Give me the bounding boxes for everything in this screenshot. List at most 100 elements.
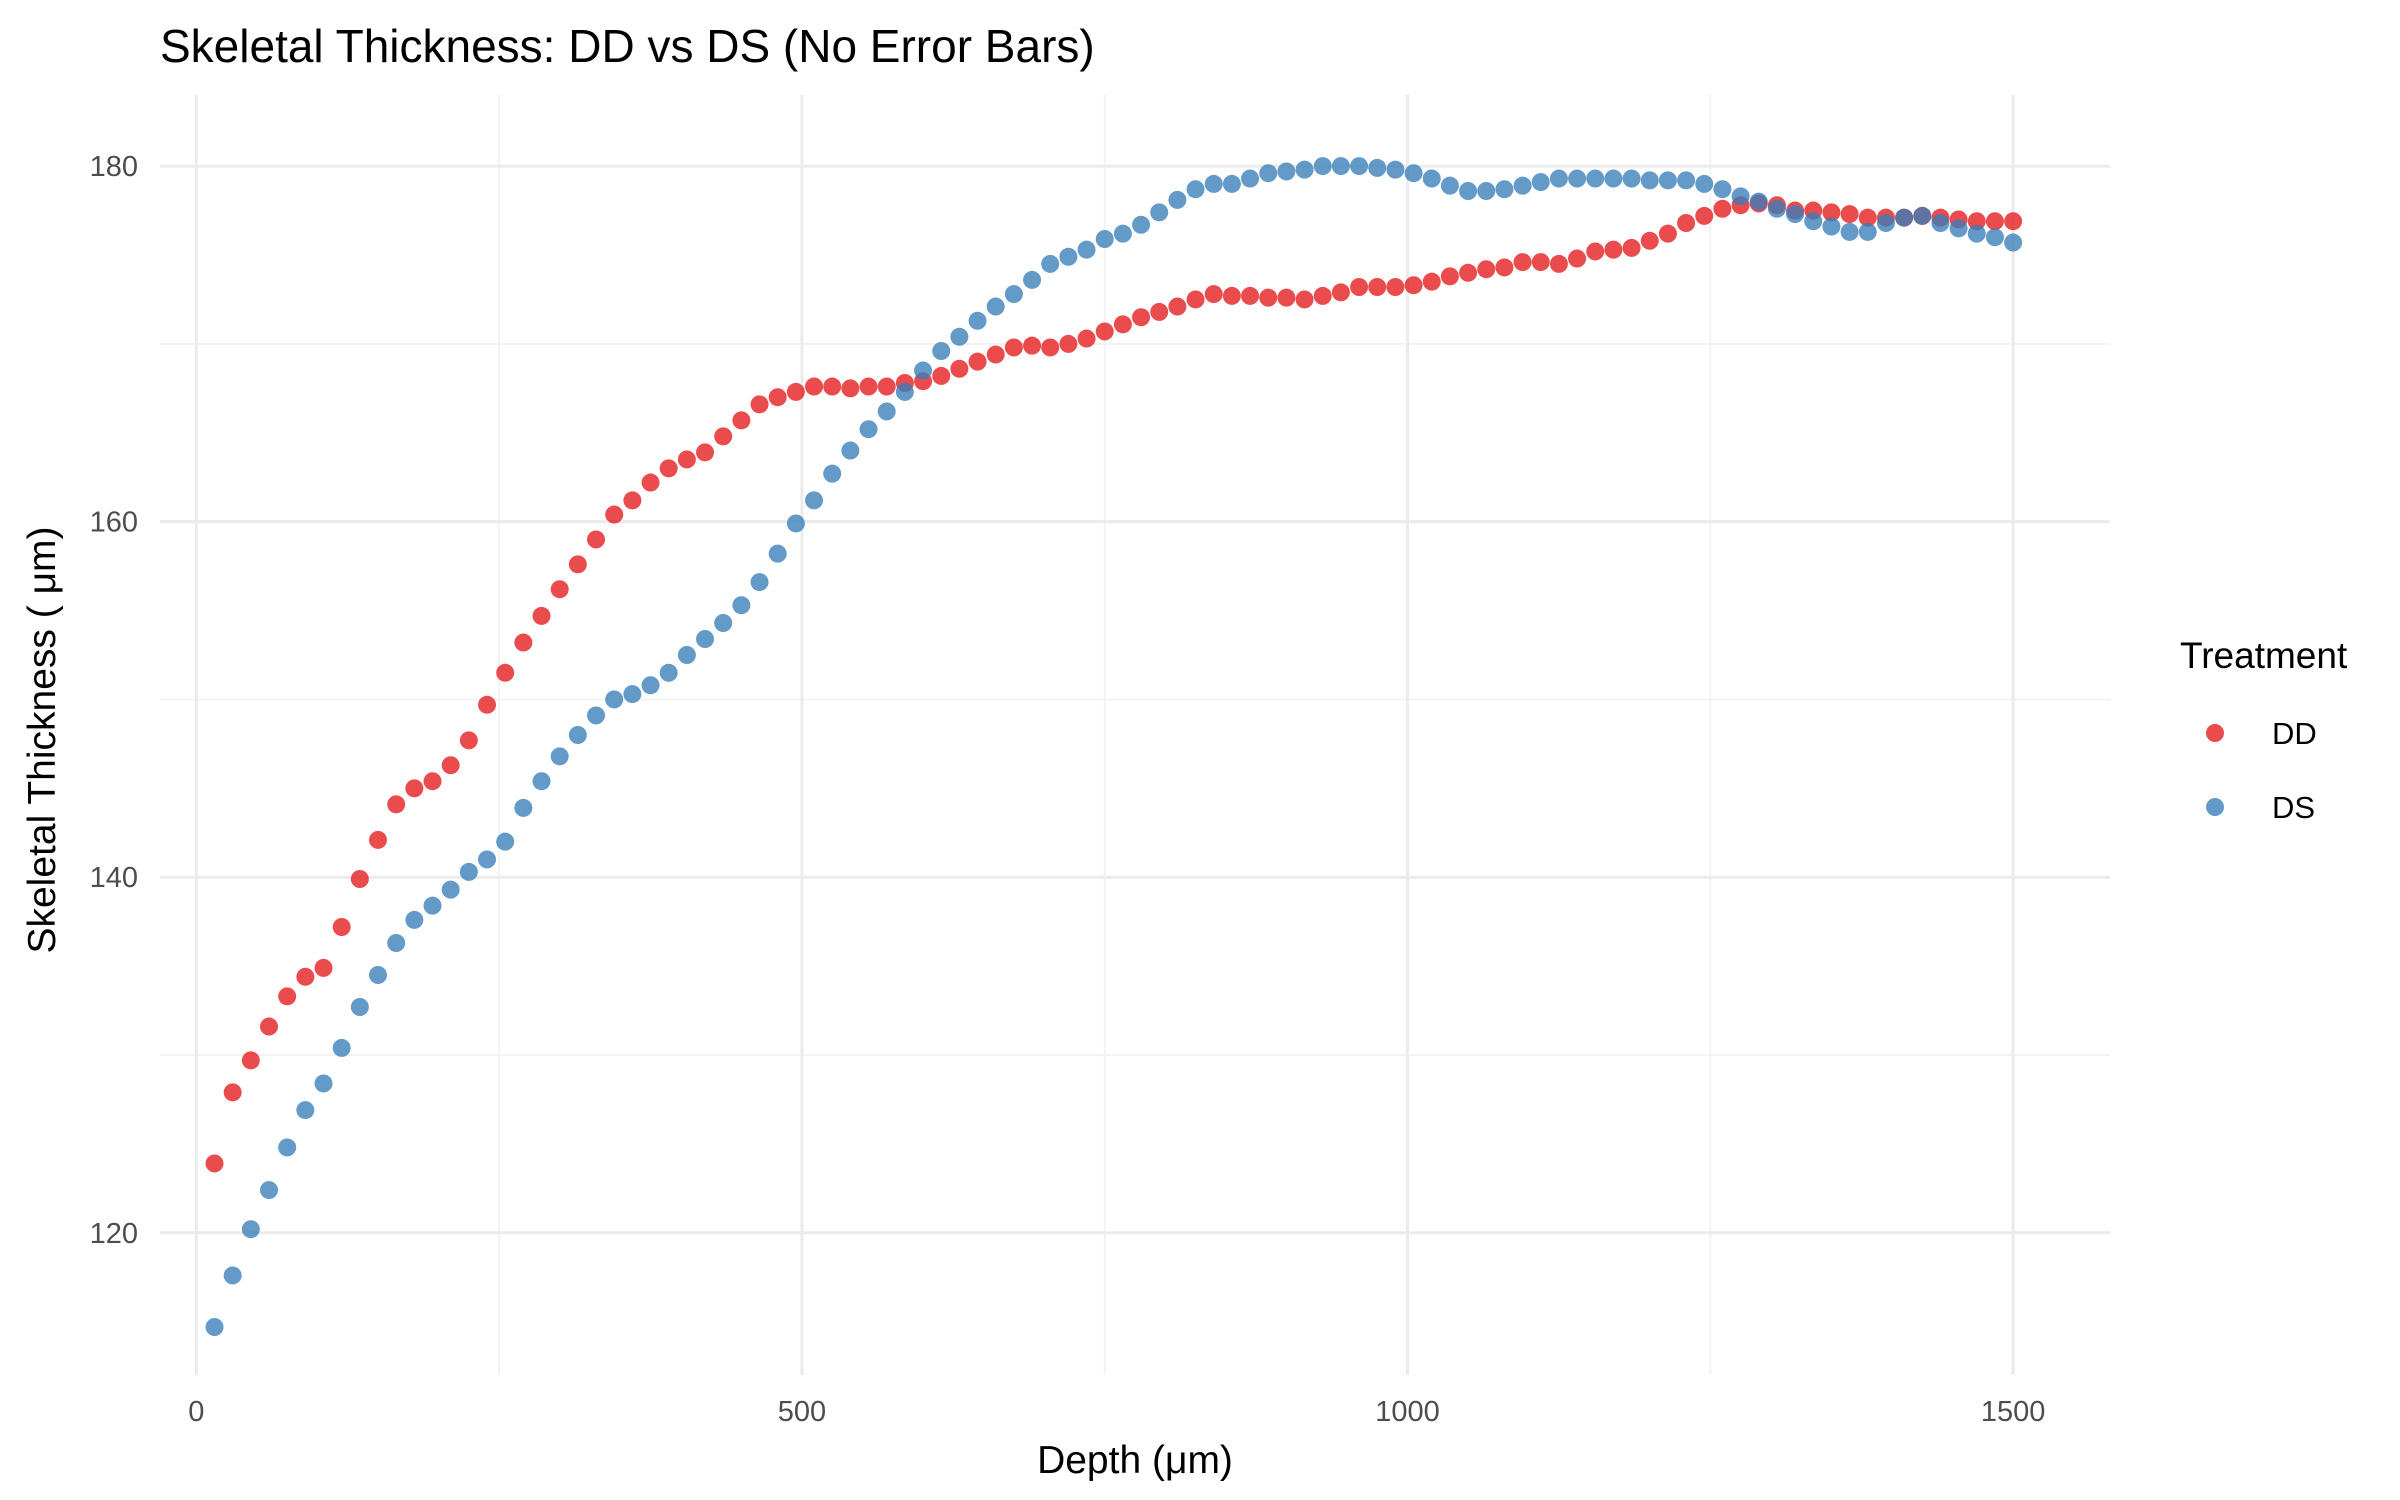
data-point-dd bbox=[241, 1051, 260, 1070]
data-point-ds bbox=[1731, 187, 1750, 206]
legend-item-ds: DS bbox=[2206, 790, 2315, 825]
data-point-dd bbox=[1713, 199, 1732, 218]
data-point-dd bbox=[1985, 212, 2004, 231]
data-point-dd bbox=[986, 345, 1005, 364]
data-point-ds bbox=[1350, 157, 1369, 176]
data-point-dd bbox=[623, 491, 642, 510]
data-point-ds bbox=[641, 676, 660, 695]
y-tick-label: 140 bbox=[90, 862, 138, 894]
data-point-ds bbox=[1749, 192, 1768, 211]
data-point-ds bbox=[296, 1101, 315, 1120]
data-point-dd bbox=[1440, 267, 1459, 286]
data-points bbox=[205, 157, 2023, 1336]
data-point-ds bbox=[1549, 169, 1568, 188]
data-point-dd bbox=[369, 830, 388, 849]
data-point-dd bbox=[1023, 336, 1042, 355]
data-point-dd bbox=[877, 377, 896, 396]
data-point-ds bbox=[877, 402, 896, 421]
data-point-ds bbox=[1985, 228, 2004, 247]
data-point-ds bbox=[1368, 158, 1387, 177]
data-point-dd bbox=[732, 411, 751, 430]
data-point-ds bbox=[1713, 180, 1732, 199]
data-point-ds bbox=[1404, 164, 1423, 183]
data-point-ds bbox=[423, 896, 442, 915]
data-point-ds bbox=[1041, 254, 1060, 273]
data-point-dd bbox=[405, 779, 424, 798]
data-point-dd bbox=[1295, 290, 1314, 309]
data-point-ds bbox=[805, 491, 824, 510]
data-point-dd bbox=[1077, 329, 1096, 348]
data-point-ds bbox=[1822, 217, 1841, 236]
data-point-ds bbox=[932, 342, 951, 360]
data-point-dd bbox=[532, 606, 551, 625]
data-point-dd bbox=[1586, 242, 1605, 261]
data-point-dd bbox=[550, 580, 569, 599]
data-point-ds bbox=[1658, 171, 1677, 190]
data-point-ds bbox=[623, 685, 642, 704]
x-axis-title: Depth (μm) bbox=[1037, 1439, 1233, 1482]
data-point-ds bbox=[568, 726, 587, 744]
data-point-ds bbox=[1277, 162, 1296, 181]
data-point-ds bbox=[459, 862, 478, 881]
data-point-dd bbox=[1495, 258, 1514, 277]
data-point-dd bbox=[1168, 297, 1187, 316]
data-point-ds bbox=[696, 630, 715, 648]
data-point-ds bbox=[750, 573, 769, 592]
data-point-dd bbox=[1059, 334, 1078, 353]
data-point-dd bbox=[1477, 260, 1496, 279]
data-point-dd bbox=[1241, 286, 1260, 305]
data-point-dd bbox=[950, 359, 969, 378]
y-tick-label: 160 bbox=[90, 507, 138, 539]
gridlines bbox=[160, 95, 2110, 1375]
legend-title: Treatment bbox=[2180, 635, 2348, 676]
data-point-ds bbox=[1767, 199, 1786, 218]
data-point-dd bbox=[1822, 203, 1841, 222]
data-point-ds bbox=[2004, 233, 2023, 252]
data-point-ds bbox=[1386, 160, 1405, 179]
data-point-ds bbox=[659, 663, 678, 682]
data-point-dd bbox=[1132, 308, 1151, 327]
data-point-ds bbox=[1150, 203, 1169, 222]
data-point-ds bbox=[1695, 174, 1714, 193]
data-point-ds bbox=[550, 747, 569, 766]
data-point-dd bbox=[514, 633, 533, 652]
legend-key-ds bbox=[2206, 798, 2224, 816]
data-point-ds bbox=[1241, 169, 1260, 188]
data-point-ds bbox=[278, 1138, 297, 1157]
data-point-dd bbox=[260, 1017, 279, 1036]
data-point-dd bbox=[968, 352, 987, 371]
data-point-ds bbox=[387, 934, 406, 952]
data-point-ds bbox=[1568, 169, 1587, 188]
data-point-dd bbox=[568, 555, 587, 574]
data-point-ds bbox=[1259, 164, 1278, 183]
data-point-dd bbox=[768, 388, 787, 407]
data-point-dd bbox=[296, 967, 315, 986]
data-point-ds bbox=[1913, 206, 1932, 225]
data-point-ds bbox=[1513, 176, 1532, 195]
data-point-ds bbox=[1023, 270, 1042, 289]
y-axis-title: Skeletal Thickness ( μm) bbox=[21, 526, 64, 953]
chart-title: Skeletal Thickness: DD vs DS (No Error B… bbox=[160, 20, 1095, 72]
data-point-ds bbox=[1422, 169, 1441, 188]
data-point-ds bbox=[587, 706, 606, 725]
data-point-ds bbox=[1531, 173, 1550, 192]
data-point-ds bbox=[350, 998, 369, 1016]
data-point-ds bbox=[1967, 224, 1986, 243]
data-point-ds bbox=[1095, 230, 1114, 248]
data-point-dd bbox=[1622, 238, 1641, 257]
data-point-ds bbox=[1113, 224, 1132, 243]
legend-items: DD DS bbox=[2206, 716, 2317, 825]
data-point-ds bbox=[768, 544, 787, 563]
data-point-ds bbox=[1004, 285, 1023, 304]
data-point-dd bbox=[1640, 231, 1659, 250]
data-point-ds bbox=[1586, 169, 1605, 188]
data-point-ds bbox=[1640, 171, 1659, 190]
data-point-dd bbox=[1331, 283, 1350, 302]
data-point-dd bbox=[1004, 338, 1023, 357]
data-point-dd bbox=[478, 695, 497, 714]
data-point-dd bbox=[1277, 288, 1296, 307]
data-point-ds bbox=[841, 441, 860, 460]
data-point-dd bbox=[1186, 290, 1205, 309]
data-point-dd bbox=[1422, 272, 1441, 291]
